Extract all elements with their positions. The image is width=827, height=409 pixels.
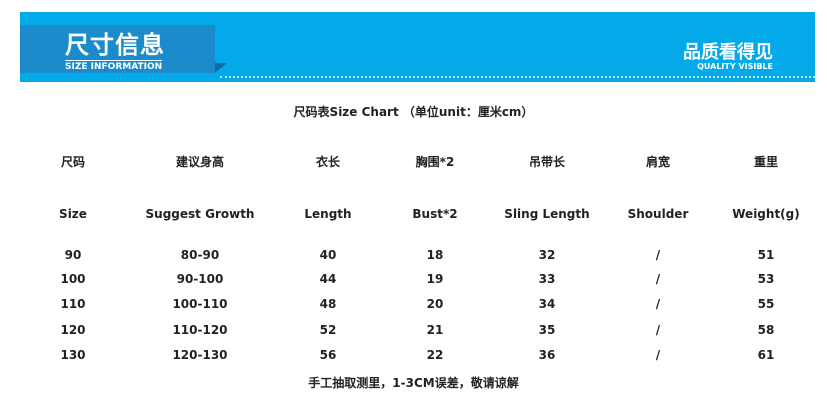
table-cell: 44 xyxy=(319,272,337,286)
header-en: Sling Length xyxy=(504,207,590,221)
table-cell: / xyxy=(655,297,661,311)
table-cell: 20 xyxy=(426,297,444,311)
header-en: Weight(g) xyxy=(732,207,800,221)
banner-subtitle: SIZE INFORMATION xyxy=(65,60,163,72)
header-en: Shoulder xyxy=(627,207,689,221)
table-cell: 19 xyxy=(426,272,444,286)
header-cn: 胸围*2 xyxy=(415,155,455,169)
header-cn: 尺码 xyxy=(60,155,85,169)
header-en: Length xyxy=(304,207,352,221)
table-cell: 110 xyxy=(60,297,86,311)
table-cell: / xyxy=(655,272,661,286)
header-cn: 衣长 xyxy=(315,155,340,169)
table-cell: 58 xyxy=(757,323,775,337)
header-en: Suggest Growth xyxy=(145,207,255,221)
header-cn: 重里 xyxy=(753,155,778,169)
title-box xyxy=(20,25,215,73)
footer-note: 手工抽取测里，1-3CM误差，敬请谅解 xyxy=(308,376,519,390)
table-cell: 90-100 xyxy=(176,272,224,286)
table-cell: 110-120 xyxy=(172,323,228,337)
table-cell: 35 xyxy=(538,323,556,337)
header-banner: 尺寸信息 SIZE INFORMATION 品质看得见 QUALITY VISI… xyxy=(20,12,815,82)
table-cell: 51 xyxy=(757,248,775,262)
table-cell: 56 xyxy=(319,348,337,362)
table-cell: 100 xyxy=(60,272,86,286)
table-cell: 36 xyxy=(538,348,556,362)
banner-right-title: 品质看得见 xyxy=(683,42,773,63)
table-cell: 52 xyxy=(319,323,337,337)
banner-title: 尺寸信息 xyxy=(65,31,165,59)
table-cell: 32 xyxy=(538,248,556,262)
table-cell: 120 xyxy=(60,323,86,337)
table-cell: / xyxy=(655,323,661,337)
header-cn: 建议身高 xyxy=(175,155,224,169)
table-cell: 61 xyxy=(757,348,775,362)
table-cell: 34 xyxy=(538,297,556,311)
header-en: Size xyxy=(59,207,87,221)
header-cn: 吊带长 xyxy=(528,155,565,169)
table-cell: 90 xyxy=(64,248,82,262)
table-cell: 48 xyxy=(319,297,337,311)
banner-right-subtitle: QUALITY VISIBLE xyxy=(697,62,773,71)
header-en: Bust*2 xyxy=(412,207,458,221)
table-cell: 40 xyxy=(319,248,337,262)
table-cell: 53 xyxy=(757,272,775,286)
table-cell: 80-90 xyxy=(180,248,220,262)
table-cell: 18 xyxy=(426,248,444,262)
size-chart-title: 尺码表Size Chart （单位unit：厘米cm） xyxy=(293,105,534,119)
header-cn: 肩宽 xyxy=(645,155,670,169)
dotted-divider xyxy=(220,76,815,78)
table-cell: 55 xyxy=(757,297,775,311)
table-cell: / xyxy=(655,248,661,262)
table-cell: 22 xyxy=(426,348,444,362)
table-cell: 130 xyxy=(60,348,86,362)
table-cell: 33 xyxy=(538,272,556,286)
table-cell: 21 xyxy=(426,323,444,337)
ribbon-fold xyxy=(215,63,227,73)
table-cell: / xyxy=(655,348,661,362)
table-cell: 120-130 xyxy=(172,348,228,362)
table-cell: 100-110 xyxy=(172,297,228,311)
